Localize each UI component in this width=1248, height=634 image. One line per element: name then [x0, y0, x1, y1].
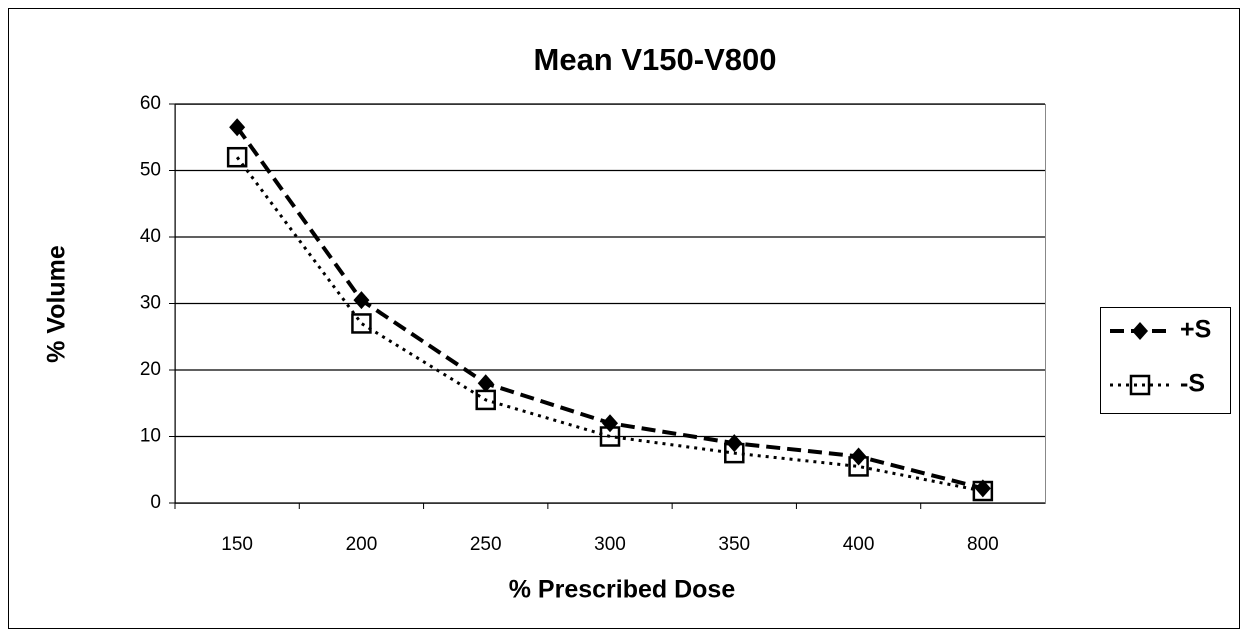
marker [226, 146, 248, 168]
y-tick-label: 0 [150, 492, 161, 513]
y-tick-label: 60 [140, 93, 161, 114]
y-tick-label: 20 [140, 359, 161, 380]
marker [475, 389, 496, 411]
legend-label: -S [1180, 370, 1205, 398]
marker [1132, 322, 1148, 340]
x-tick-label: 250 [470, 534, 502, 555]
marker [351, 313, 372, 334]
x-axis-label: % Prescribed Dose [509, 576, 736, 604]
marker [1129, 374, 1151, 396]
y-tick-label: 40 [140, 226, 161, 247]
x-tick-label: 200 [346, 534, 378, 555]
chart-title: Mean V150-V800 [534, 42, 777, 77]
y-axis-label: % Volume [43, 245, 71, 363]
marker [848, 456, 869, 477]
y-tick-label: 50 [140, 160, 161, 181]
x-tick-label: 350 [718, 534, 750, 555]
marker [724, 442, 745, 464]
legend [1100, 307, 1231, 414]
marker [229, 118, 246, 137]
legend-label: +S [1180, 316, 1211, 344]
x-tick-label: 800 [967, 534, 999, 555]
marker [477, 374, 494, 393]
y-tick-label: 10 [140, 426, 161, 447]
marker [353, 291, 370, 310]
marker [972, 480, 994, 502]
marker [974, 479, 991, 498]
x-tick-label: 400 [843, 534, 875, 555]
chart-frame [8, 8, 1240, 629]
y-tick-label: 30 [140, 293, 161, 314]
x-tick-label: 300 [594, 534, 626, 555]
marker [599, 426, 621, 447]
x-tick-label: 150 [221, 534, 253, 555]
